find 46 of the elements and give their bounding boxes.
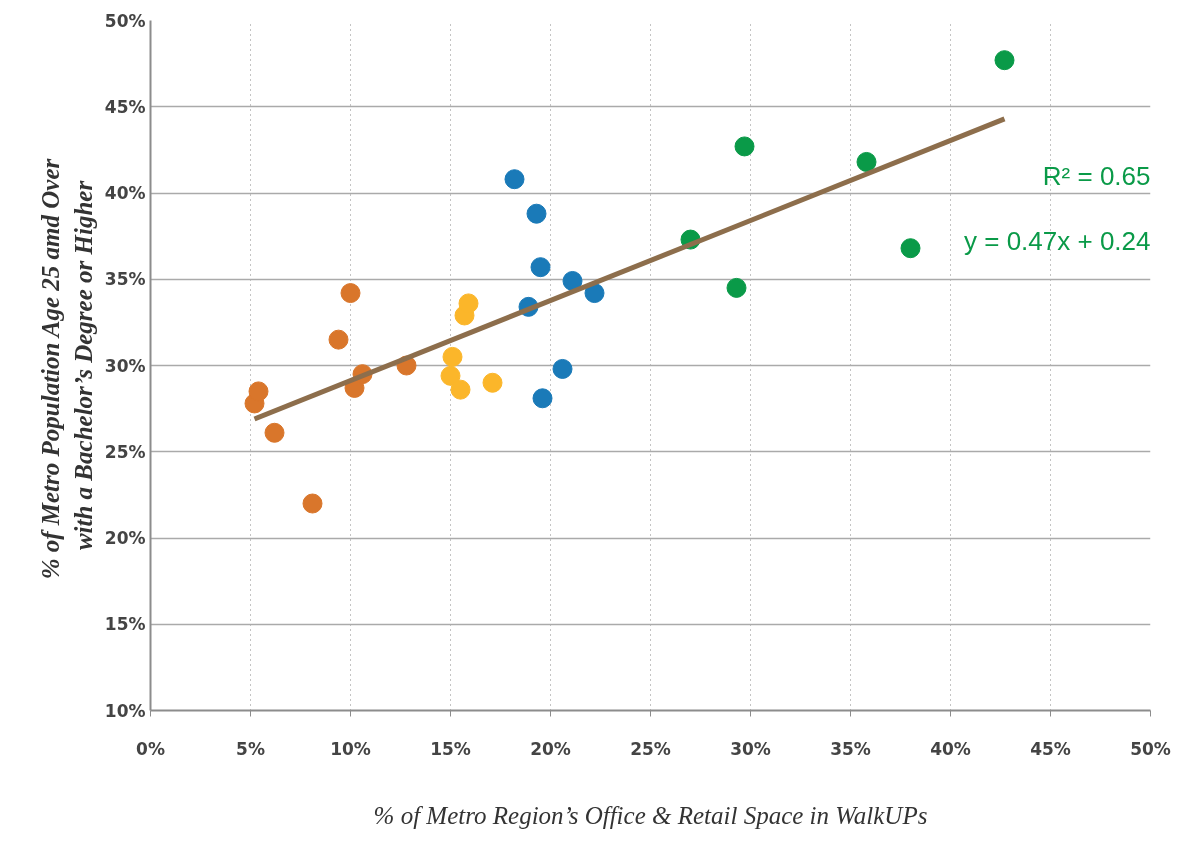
point [994,50,1015,71]
y-tick-label: 50% [104,10,146,31]
x-tick-label: 10% [330,738,371,759]
point [450,379,471,400]
point [552,358,573,379]
point [900,238,921,259]
point [328,329,349,350]
y-tick-label: 45% [104,96,146,117]
x-tick-label: 45% [1030,738,1071,759]
y-tick-label: 10% [104,700,146,721]
point [584,283,605,304]
x-tick-label: 30% [730,738,771,759]
x-tick-label: 20% [530,738,571,759]
point [302,493,323,514]
point [734,136,755,157]
x-tick-label: 0% [136,738,165,759]
y-tick-label: 15% [104,614,146,635]
point [532,388,553,409]
annotation: R² = 0.65 [1042,160,1151,191]
x-tick-label: 40% [930,738,971,759]
point [248,381,269,402]
point [440,365,461,386]
x-tick-label: 5% [236,738,265,759]
annotation: y = 0.47x + 0.24 [964,225,1151,256]
y-tick-label: 35% [104,269,146,290]
y-axis-title: % of Metro Population Age 25 amd Over with a Bachelor’s Degree or Higher [37,158,97,580]
point [562,270,583,291]
y-tick-label: 40% [104,183,146,203]
point [726,277,747,298]
point [442,346,463,367]
point [526,203,547,224]
y-tick-label: 25% [104,441,146,462]
x-axis-title: % of Metro Region’s Office & Retail Space in WalkUPs [373,801,928,829]
x-tick-label: 35% [830,738,871,759]
x-tick-label: 50% [1130,738,1171,759]
y-tick-label: 20% [104,528,146,548]
y-tick-label: 30% [104,355,146,376]
point [482,372,503,393]
point [530,257,551,278]
x-tick-label: 25% [630,738,671,759]
point [458,293,479,314]
point [504,169,525,190]
point [856,151,877,172]
point [340,283,361,304]
x-tick-label: 15% [430,738,471,759]
point [264,422,285,443]
